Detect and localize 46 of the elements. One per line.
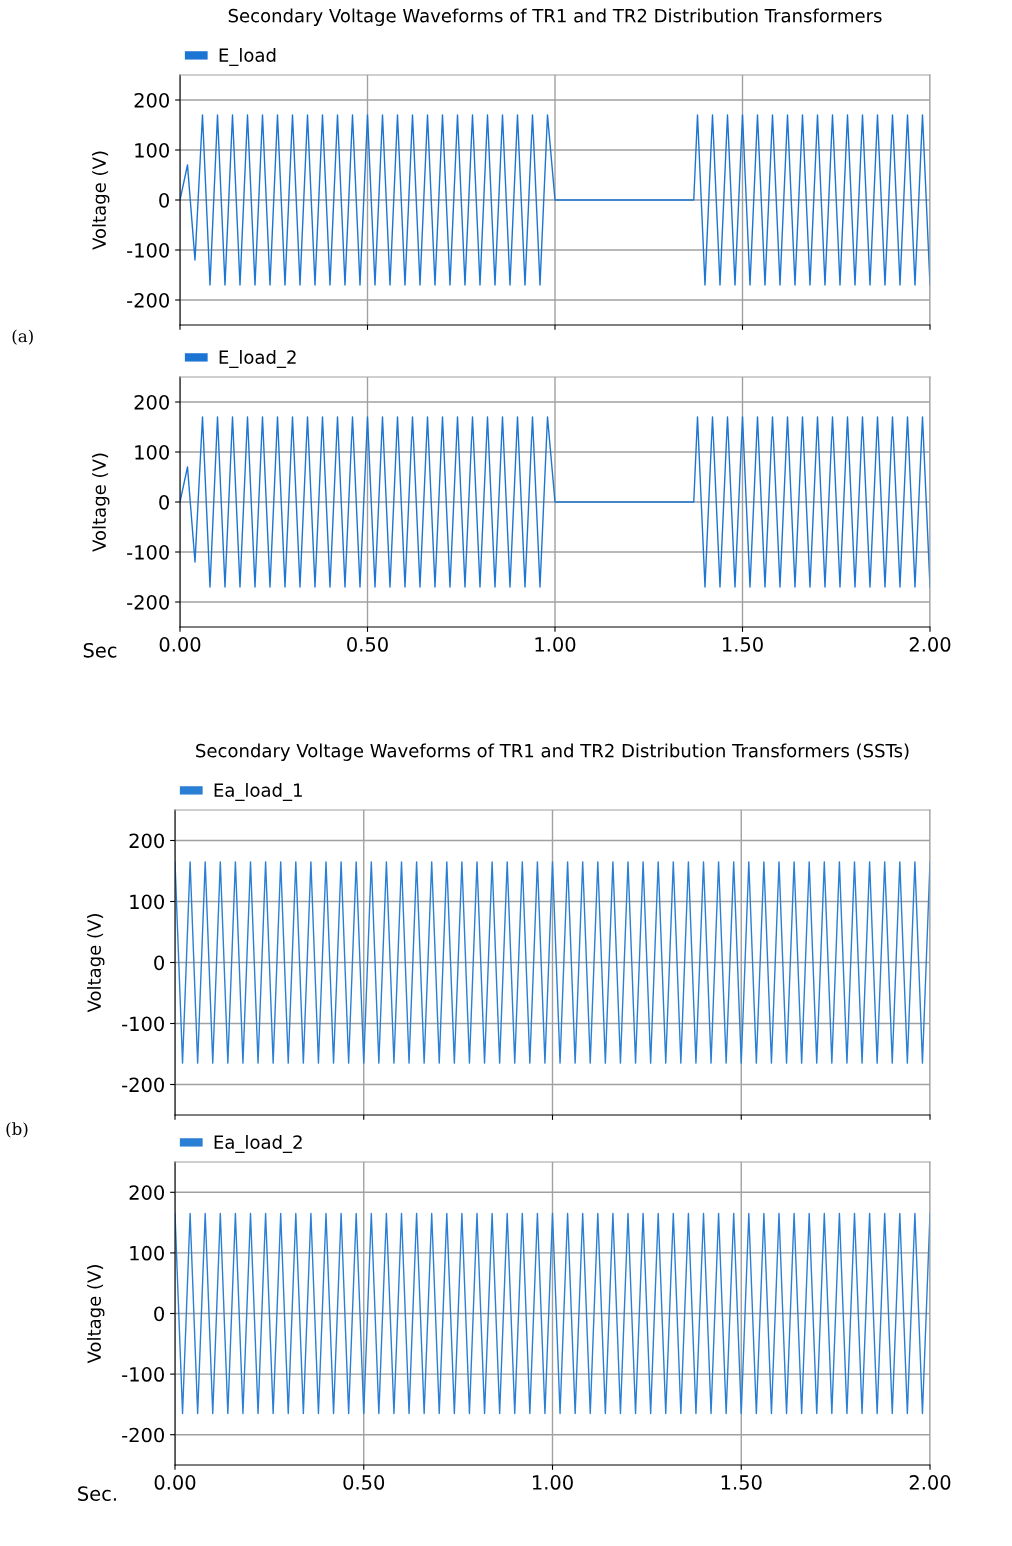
y-axis-title: Voltage (V) <box>92 151 110 250</box>
y-tick-label: 200 <box>134 394 169 410</box>
legend-label: Ea_load_2 <box>214 1135 302 1153</box>
y-tick-label: 0 <box>154 1306 164 1322</box>
x-tick-label: 0.00 <box>159 637 201 652</box>
y-tick-label: 200 <box>134 92 169 108</box>
y-tick-label: -100 <box>127 544 169 560</box>
x-axis-title: Sec <box>83 642 117 658</box>
y-tick-label: 100 <box>130 1245 164 1261</box>
line-series <box>180 416 930 588</box>
legend-label: E_load <box>219 48 276 66</box>
x-tick-label: 1.50 <box>722 637 763 652</box>
y-tick-label: 0 <box>159 192 169 208</box>
x-tick-label: 2.00 <box>909 637 951 652</box>
y-tick-label: -200 <box>127 594 169 610</box>
chart-title: Secondary Voltage Waveforms of TR1 and TR2 Distribution Transformers (SSTs) <box>196 743 909 761</box>
x-tick-label: 0.50 <box>347 637 388 652</box>
y-tick-label: 200 <box>129 833 164 849</box>
y-tick-label: -100 <box>127 242 169 258</box>
x-tick-label: 0.50 <box>343 1475 385 1490</box>
x-tick-label: 1.00 <box>535 637 576 652</box>
y-tick-label: -100 <box>122 1367 164 1382</box>
y-tick-label: -200 <box>122 1427 164 1443</box>
y-axis-title: Voltage (V) <box>87 914 105 1013</box>
x-tick-label: 1.00 <box>532 1475 573 1490</box>
legend-label: E_load_2 <box>219 350 296 368</box>
y-tick-label: 100 <box>130 894 164 910</box>
y-tick-label: 100 <box>135 444 169 460</box>
y-tick-label: -200 <box>122 1077 164 1093</box>
line-series <box>180 114 930 286</box>
y-tick-label: 100 <box>135 142 169 158</box>
x-tick-label: 1.50 <box>721 1475 762 1490</box>
y-tick-label: 0 <box>159 494 169 510</box>
x-tick-label: 2.00 <box>909 1475 951 1490</box>
chart-title: Secondary Voltage Waveforms of TR1 and TR2 Distribution Transformers <box>228 8 882 26</box>
y-tick-label: 0 <box>154 955 164 971</box>
y-axis-title: Voltage (V) <box>92 453 110 552</box>
y-tick-label: 200 <box>129 1185 164 1200</box>
x-axis-title: Sec. <box>78 1486 116 1501</box>
y-tick-label: -100 <box>122 1016 164 1032</box>
legend-label: Ea_load_1 <box>214 783 302 801</box>
y-tick-label: -200 <box>127 292 169 308</box>
text: (b) <box>6 1122 28 1138</box>
text: (a) <box>12 329 33 345</box>
y-axis-title: Voltage (V) <box>87 1265 105 1364</box>
x-tick-label: 0.00 <box>154 1475 196 1490</box>
